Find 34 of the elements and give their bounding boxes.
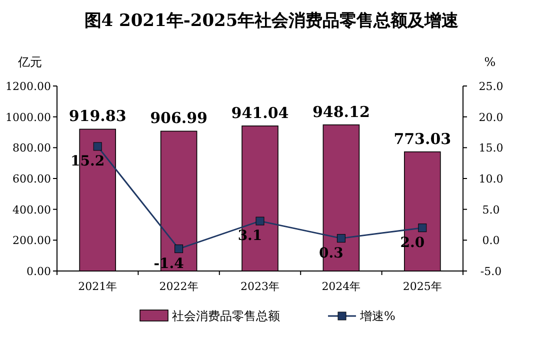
y-tick-label: 400.00 <box>12 203 51 216</box>
y2-tick-label: 15.0 <box>478 142 504 155</box>
y-tick-label: 0.00 <box>26 265 51 278</box>
y2-tick-label: 5.0 <box>482 203 500 216</box>
x-tick-label: 2024年 <box>322 280 361 293</box>
y-tick-label: 800.00 <box>12 142 51 155</box>
y-axis-title: 亿元 <box>17 55 42 69</box>
point <box>174 244 184 254</box>
y-tick-label: 200.00 <box>12 234 51 248</box>
data-label: 948.12 <box>312 102 370 121</box>
y-tick-label: 1200.00 <box>6 80 51 93</box>
legend-label: 增速% <box>359 309 396 323</box>
data-label: 941.04 <box>231 104 289 122</box>
y2-tick-label: 10.0 <box>478 172 504 186</box>
point <box>256 216 264 226</box>
data-label: 919.83 <box>68 107 126 126</box>
point <box>418 224 427 232</box>
x-tick-label: 2023年 <box>240 280 280 293</box>
data-label: 773.03 <box>394 130 452 148</box>
y2-tick-label: 20.0 <box>478 110 504 124</box>
x-tick-label: 2021年 <box>78 280 118 293</box>
chart-title: 图4 2021年-2025年社会消费品零售总额及增速 <box>84 11 459 31</box>
point <box>336 234 346 243</box>
x-tick-label: 2022年 <box>159 280 198 293</box>
y2-tick-label: -5.0 <box>480 265 502 278</box>
y2-tick-label: 0.0 <box>482 234 500 248</box>
y2-tick-label: 25.0 <box>478 80 504 93</box>
data-label: 906.99 <box>150 109 208 128</box>
y-tick-label: 600.00 <box>12 172 51 186</box>
x-tick-label: 2025年 <box>402 280 442 293</box>
legend-label: 社会消费品零售总额 <box>172 309 280 323</box>
y-tick-label: 1000.00 <box>6 110 51 124</box>
y2-axis-title: % <box>484 55 496 69</box>
point <box>93 142 102 151</box>
